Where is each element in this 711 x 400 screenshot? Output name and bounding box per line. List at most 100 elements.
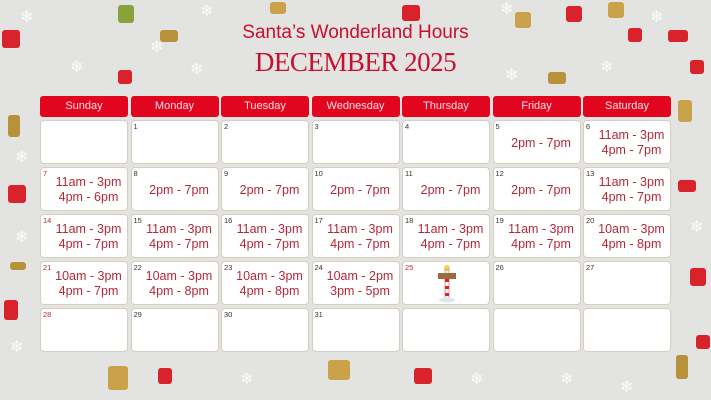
snowglobe-icon [548,72,566,84]
weekday-header-saturday: Saturday [583,96,671,117]
calendar-day-cell: 9 2pm - 7pm [221,167,309,211]
day-number: 13 [586,169,595,178]
hours-range: 10am - 3pm [55,269,122,283]
hours-range: 4pm - 7pm [149,237,209,251]
day-number: 22 [133,263,142,272]
hours-range: 3pm - 5pm [330,284,390,298]
hours: 11am - 3pm 4pm - 7pm [596,168,667,210]
hours-range: 11am - 3pm [598,175,665,189]
gift-icon [690,268,706,286]
hours: 2pm - 7pm [506,168,577,210]
calendar-day-cell: 1 [130,120,219,164]
calendar-day-cell: 25 [402,261,490,305]
weekday-header-sunday: Sunday [40,96,128,117]
hours: 2pm - 7pm [325,168,396,210]
hours-range: 4pm - 7pm [58,284,119,298]
hours-range: 10am - 3pm [145,269,213,283]
day-number: 24 [314,263,323,272]
weekday-header-thursday: Thursday [402,96,490,117]
calendar-day-cell: 28 [40,308,128,352]
calendar-day-cell: 19 11am - 3pm 4pm - 7pm [492,214,581,258]
calendar-day-cell: 3 [311,120,400,164]
calendar-day-cell: 16 11am - 3pm 4pm - 7pm [221,214,309,258]
weekday-header-friday: Friday [492,96,581,117]
day-number: 12 [495,169,504,178]
mitten-icon [402,5,420,21]
day-number: 2 [224,122,229,131]
calendar-day-cell: 13 11am - 3pm 4pm - 7pm [583,167,671,211]
north-pole-sign-icon [437,265,457,303]
ornament-icon [696,335,710,349]
page-title: Santa’s Wonderland Hours [242,22,469,43]
snowflake-icon: ❄ [240,371,254,388]
snowflake-icon: ❄ [505,67,519,84]
day-number: 25 [405,263,414,272]
snowflake-icon: ❄ [15,229,29,246]
weekday-header-tuesday: Tuesday [221,96,309,117]
gift-icon [118,5,134,23]
calendar-day-cell: 17 11am - 3pm 4pm - 7pm [311,214,400,258]
snowflake-icon: ❄ [150,39,164,56]
calendar-day-cell: 24 10am - 2pm 3pm - 5pm [311,261,400,305]
calendar-grid: Sunday Monday Tuesday Wednesday Thursday Frid… [40,96,671,352]
ornament-icon [676,355,688,379]
hours-range: 10am - 3pm [236,269,303,283]
day-number: 1 [133,122,138,131]
day-number: 28 [43,310,52,319]
hours: 11am - 3pm 4pm - 7pm [234,215,305,257]
calendar-day-cell: 20 10am - 3pm 4pm - 8pm [583,214,671,258]
hours-range: 11am - 3pm [146,222,212,236]
hours: 11am - 3pm 4pm - 7pm [506,215,577,257]
snowflake-icon: ❄ [650,9,664,26]
calendar-day-cell: 11 2pm - 7pm [402,167,490,211]
snowflake-icon: ❄ [560,371,574,388]
calendar-day-cell: 18 11am - 3pm 4pm - 7pm [402,214,490,258]
day-number: 8 [133,169,138,178]
hours: 10am - 3pm 4pm - 8pm [596,215,667,257]
hours: 2pm - 7pm [506,121,577,163]
hours-range: 4pm - 7pm [330,237,390,251]
hours: 2pm - 7pm [415,168,486,210]
calendar-day-cell: 10 2pm - 7pm [311,167,400,211]
hours-range: 2pm - 7pm [511,182,571,197]
calendar-day-cell: 2 [221,120,309,164]
hours-range: 4pm - 7pm [511,237,571,251]
snowflake-icon: ❄ [200,3,214,20]
day-number: 7 [43,169,48,178]
day-number: 14 [43,216,52,225]
hours-range: 4pm - 7pm [420,237,481,251]
hours-range: 4pm - 7pm [58,237,119,251]
mitten-icon [566,6,582,22]
day-number: 30 [224,310,233,319]
day-number: 10 [314,169,323,178]
gift-icon [328,360,350,380]
snowflake-icon: ❄ [190,61,204,78]
hours: 10am - 3pm 4pm - 8pm [144,262,215,304]
hours: 10am - 3pm 4pm - 8pm [234,262,305,304]
pinecone-icon [160,30,178,42]
hat-icon [678,180,696,192]
day-number: 9 [224,169,229,178]
hours: 11am - 3pm 4pm - 7pm [53,215,124,257]
snowflake-icon: ❄ [70,59,84,76]
ornament-icon [678,100,692,122]
hours-range: 11am - 3pm [55,175,122,189]
calendar-day-cell: 22 10am - 3pm 4pm - 8pm [130,261,219,305]
day-number: 5 [495,122,500,131]
hours-range: 2pm - 7pm [420,182,481,197]
hours-range: 4pm - 7pm [601,143,662,157]
ornament-icon [158,368,172,384]
ornament-icon [628,28,642,42]
calendar-day-cell: 26 [492,261,581,305]
gift-icon [515,12,531,28]
hours-range: 11am - 3pm [508,222,574,236]
calendar-day-cell: 27 [583,261,671,305]
day-number: 20 [586,216,595,225]
gift-icon [2,30,20,48]
mitten-icon [4,300,18,320]
snowflake-icon: ❄ [15,149,29,166]
ornament-icon [8,115,20,137]
hours: 2pm - 7pm [144,168,215,210]
calendar-day-cell: 23 10am - 3pm 4pm - 8pm [221,261,309,305]
calendar-day-cell: 4 [402,120,490,164]
